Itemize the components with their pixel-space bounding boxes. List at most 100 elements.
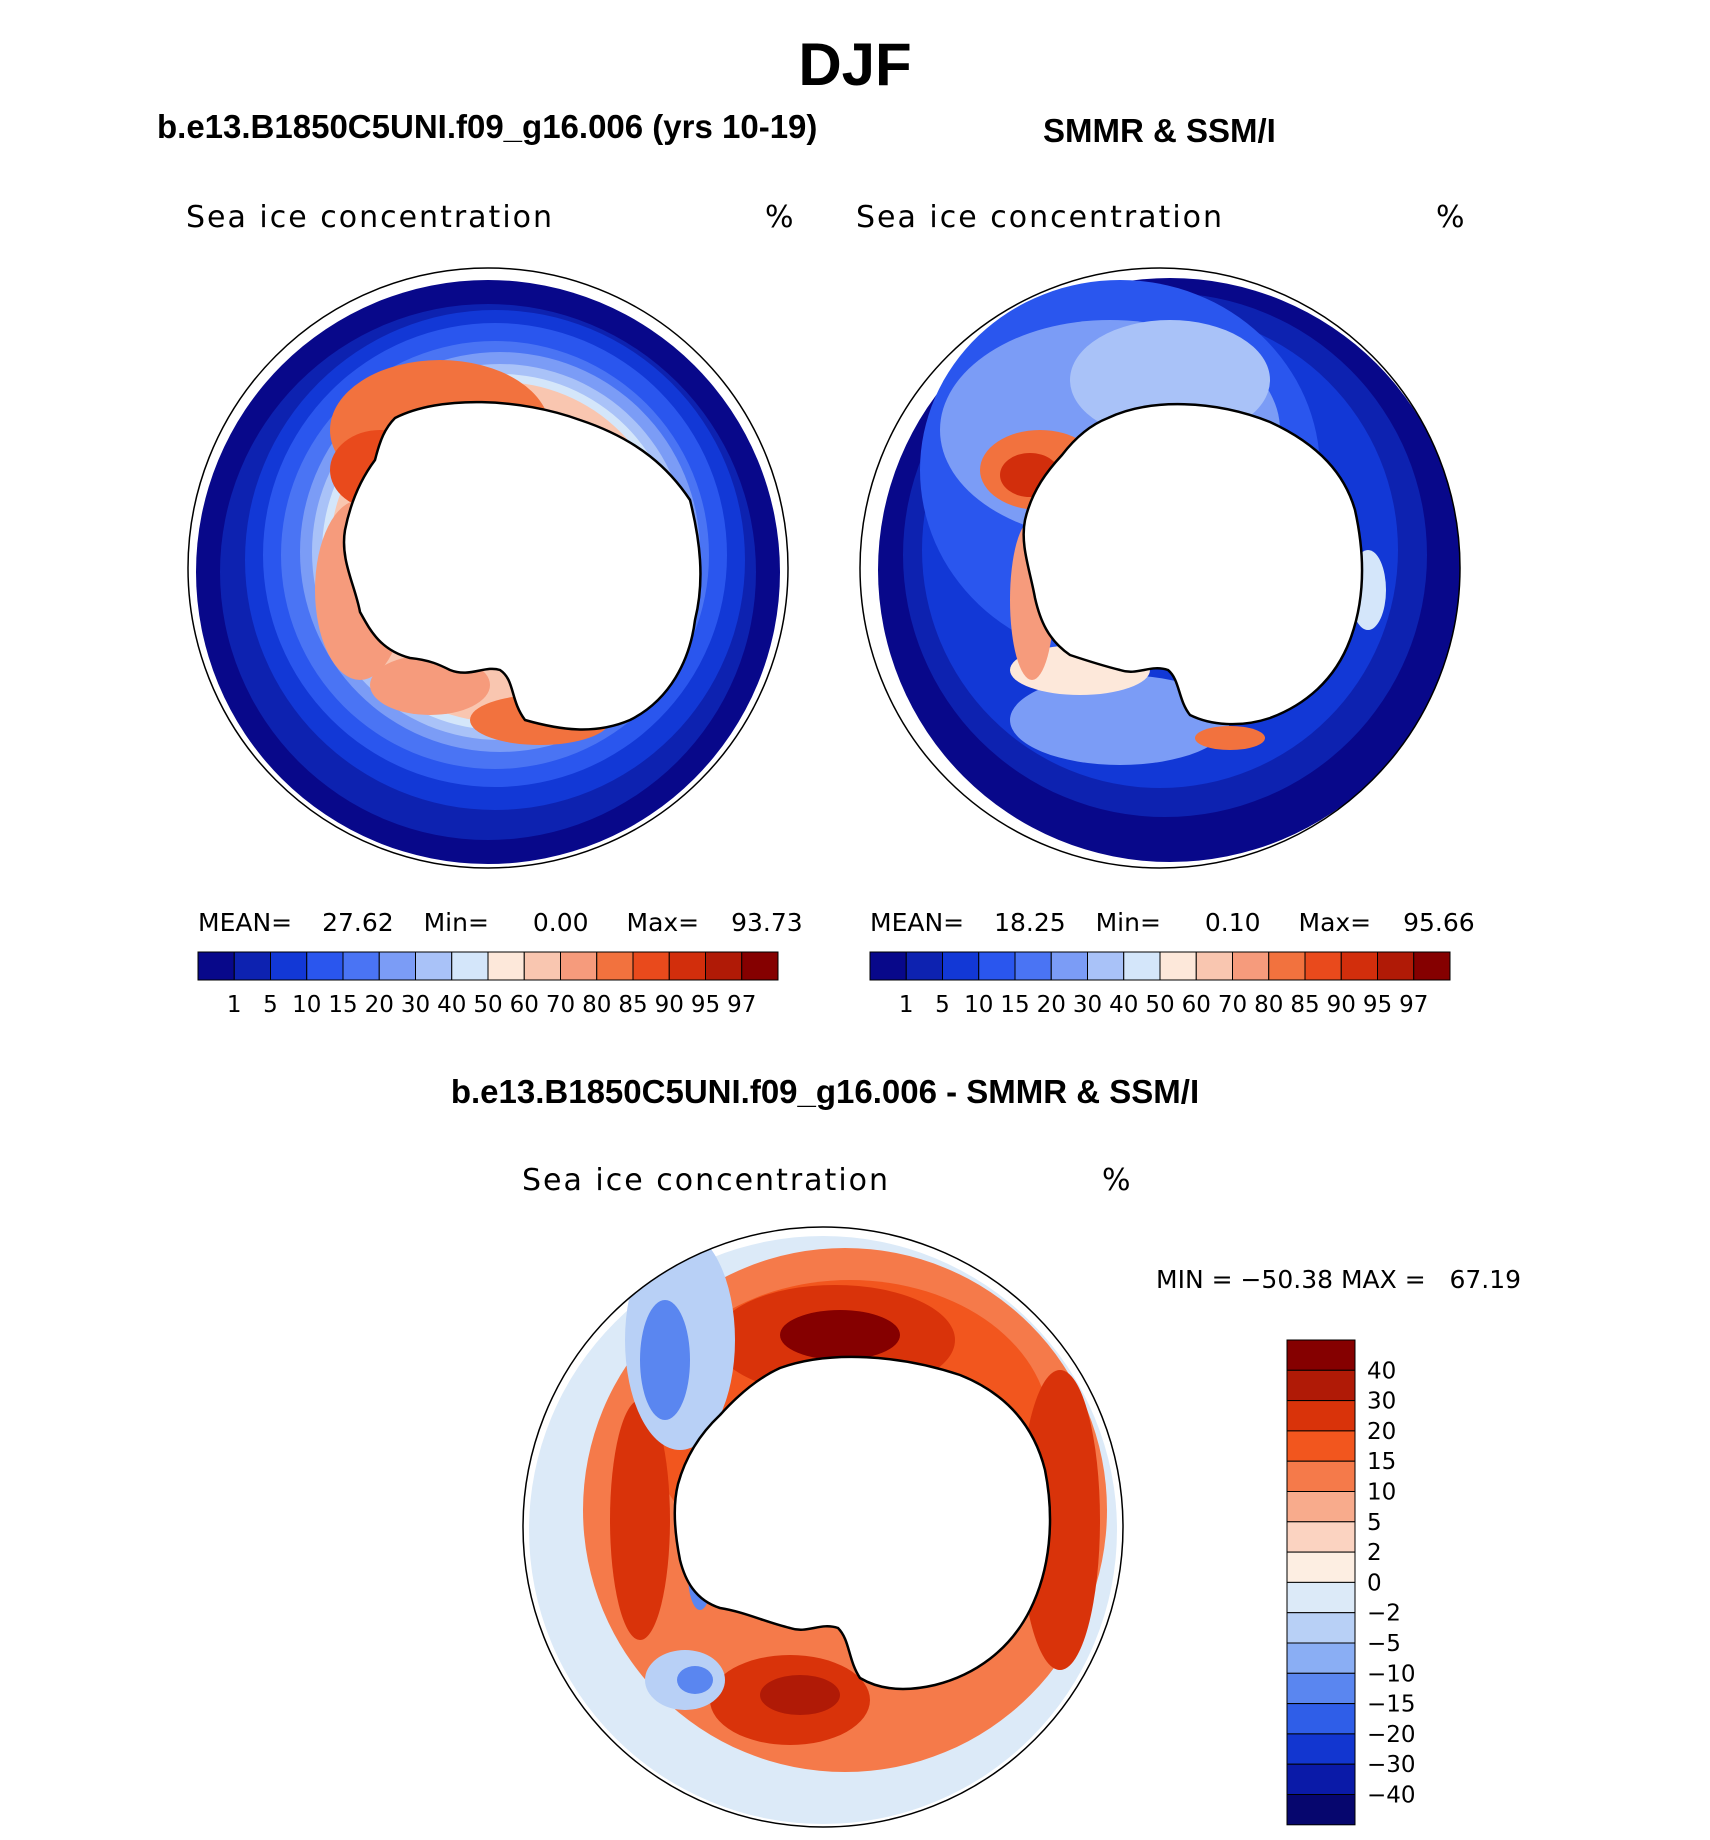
panel2-colorbar-box bbox=[1195, 951, 1233, 981]
panel2-colorbar-box bbox=[1050, 951, 1088, 981]
panel3-colorbar-box bbox=[1286, 1400, 1356, 1432]
panel2-colorbar-tick-label: 70 bbox=[1218, 992, 1247, 1018]
panel3-colorbar-tick-label: −20 bbox=[1367, 1722, 1416, 1748]
panel1-colorbar-tick-label: 80 bbox=[582, 992, 611, 1018]
panel3-colorbar-tick-label: 5 bbox=[1367, 1510, 1382, 1536]
panel2-colorbar-box bbox=[1377, 951, 1415, 981]
panel3-colorbar-tick-label: 0 bbox=[1367, 1570, 1382, 1596]
panel3-colorbar-box bbox=[1286, 1460, 1356, 1492]
panel2-colorbar-box bbox=[1232, 951, 1270, 981]
panel2-colorbar-tick-label: 15 bbox=[1000, 992, 1029, 1018]
panel1-colorbar-tick-label: 60 bbox=[510, 992, 539, 1018]
panel2-colorbar-tick-label: 50 bbox=[1145, 992, 1174, 1018]
panel3-colorbar-box bbox=[1286, 1794, 1356, 1826]
panel2-min-value: 0.10 bbox=[1204, 908, 1261, 937]
panel1-colorbar-tick-label: 90 bbox=[655, 992, 684, 1018]
panel1-units-label: % bbox=[765, 200, 796, 235]
panel1-colorbar-tick-label: 50 bbox=[473, 992, 502, 1018]
panel2-colorbar-box bbox=[1123, 951, 1161, 981]
figure-title: DJF bbox=[798, 31, 912, 98]
panel1-colorbar-box bbox=[596, 951, 634, 981]
panel2-max-value: 95.66 bbox=[1403, 908, 1475, 937]
panel3-title: b.e13.B1850C5UNI.f09_g16.006 - SMMR & SS… bbox=[450, 1073, 1200, 1110]
panel1-mean-label: MEAN= bbox=[198, 908, 293, 937]
panel2-colorbar-tick-label: 95 bbox=[1363, 992, 1392, 1018]
panel1-colorbar-box bbox=[523, 951, 561, 981]
panel3-colorbar-box bbox=[1286, 1369, 1356, 1402]
panel1-colorbar-tick-label: 20 bbox=[365, 992, 394, 1018]
panel3-colorbar-box bbox=[1286, 1339, 1356, 1371]
panel1-colorbar-box bbox=[632, 951, 670, 981]
panel3-stats: MIN = −50.38 MAX = 67.19 bbox=[1156, 1265, 1522, 1294]
panel1-title: b.e13.B1850C5UNI.f09_g16.006 (yrs 10-19) bbox=[157, 108, 818, 145]
panel1-min-label: Min= bbox=[423, 908, 489, 937]
panel3-colorbar-box bbox=[1286, 1703, 1356, 1735]
panel3-colorbar-tick-label: 20 bbox=[1367, 1419, 1396, 1445]
panel1-min-value: 0.00 bbox=[532, 908, 589, 937]
panel2-mean-value: 18.25 bbox=[994, 908, 1066, 937]
panel1-colorbar-box bbox=[342, 951, 380, 981]
panel3-colorbar-tick-label: 15 bbox=[1367, 1449, 1396, 1475]
panel3-colorbar-box bbox=[1286, 1521, 1356, 1553]
panel2-colorbar-tick-label: 10 bbox=[964, 992, 993, 1018]
panel2-colorbar-box bbox=[1087, 951, 1125, 981]
panel2-colorbar: 1 5 10 15 20 30 40 50 60 70 80 85 90 95 97 bbox=[869, 951, 1451, 1018]
panel1-stats: MEAN= 27.62 Min= 0.00 Max= 93.73 bbox=[198, 908, 803, 937]
panel1-colorbar: 1 5 10 15 20 30 40 50 60 70 80 85 90 95 97 bbox=[197, 951, 779, 1018]
panel1-colorbar-box bbox=[668, 951, 706, 981]
panel2-colorbar-tick-label: 80 bbox=[1254, 992, 1283, 1018]
panel1-colorbar-tick-label: 10 bbox=[292, 992, 321, 1018]
panel1-mean-value: 27.62 bbox=[322, 908, 394, 937]
panel3-colorbar-tick-label: 2 bbox=[1367, 1540, 1382, 1566]
panel1-variable-label: Sea ice concentration bbox=[186, 200, 555, 235]
panel3-colorbar-box bbox=[1286, 1763, 1356, 1796]
panel2-colorbar-tick-label: 30 bbox=[1073, 992, 1102, 1018]
panel3-colorbar-tick-label: 30 bbox=[1367, 1389, 1396, 1415]
panel1-colorbar-box bbox=[560, 951, 598, 981]
panel1-colorbar-tick-label: 40 bbox=[437, 992, 466, 1018]
panel1-colorbar-box bbox=[415, 951, 453, 981]
panel2-colorbar-box bbox=[1268, 951, 1306, 981]
panel2-colorbar-tick-label: 85 bbox=[1290, 992, 1319, 1018]
panel3-colorbar-tick-label: −40 bbox=[1367, 1783, 1416, 1809]
panel2-colorbar-box bbox=[1340, 951, 1378, 981]
panel1-colorbar-box bbox=[197, 951, 235, 981]
panel2-colorbar-tick-label: 40 bbox=[1109, 992, 1138, 1018]
panel1-colorbar-tick-label: 15 bbox=[328, 992, 357, 1018]
panel2-colorbar-box bbox=[905, 951, 943, 981]
panel3-colorbar-tick-label: 40 bbox=[1367, 1358, 1396, 1384]
panel2-stats: MEAN= 18.25 Min= 0.10 Max= 95.66 bbox=[870, 908, 1475, 937]
panel1-colorbar-tick-label: 30 bbox=[401, 992, 430, 1018]
panel2-colorbar-box bbox=[1159, 951, 1197, 981]
panel1-colorbar-box bbox=[233, 951, 271, 981]
panel2-colorbar-tick-label: 1 bbox=[899, 992, 914, 1018]
panel3-colorbar-box bbox=[1286, 1733, 1356, 1765]
panel3-colorbar-tick-label: −10 bbox=[1367, 1661, 1416, 1687]
panel1-colorbar-tick-label: 5 bbox=[263, 992, 278, 1018]
panel2-colorbar-box bbox=[1413, 951, 1451, 981]
panel1-colorbar-box bbox=[306, 951, 344, 981]
panel3-colorbar-box bbox=[1286, 1672, 1356, 1705]
panel1-max-value: 93.73 bbox=[731, 908, 803, 937]
panel3-colorbar-box bbox=[1286, 1430, 1356, 1462]
panel2-colorbar-tick-label: 20 bbox=[1037, 992, 1066, 1018]
panel3-colorbar-tick-label: 10 bbox=[1367, 1480, 1396, 1506]
panel1-colorbar-tick-label: 97 bbox=[727, 992, 756, 1018]
panel3-colorbar-tick-label: −2 bbox=[1367, 1601, 1401, 1627]
panel2-colorbar-box bbox=[978, 951, 1016, 981]
panel3-colorbar-box bbox=[1286, 1612, 1356, 1644]
panel2-colorbar-tick-label: 60 bbox=[1182, 992, 1211, 1018]
panel3-colorbar-box bbox=[1286, 1642, 1356, 1674]
panel2-mean-label: MEAN= bbox=[870, 908, 965, 937]
panel3-variable-label: Sea ice concentration bbox=[522, 1163, 891, 1198]
panel3-colorbar-tick-label: −15 bbox=[1367, 1692, 1416, 1718]
panel1-colorbar-box bbox=[487, 951, 525, 981]
panel2-colorbar-tick-label: 97 bbox=[1399, 992, 1428, 1018]
panel2-colorbar-box bbox=[942, 951, 980, 981]
panel3-colorbar-box bbox=[1286, 1551, 1356, 1583]
panel1-colorbar-box bbox=[451, 951, 489, 981]
panel2-variable-label: Sea ice concentration bbox=[856, 200, 1225, 235]
